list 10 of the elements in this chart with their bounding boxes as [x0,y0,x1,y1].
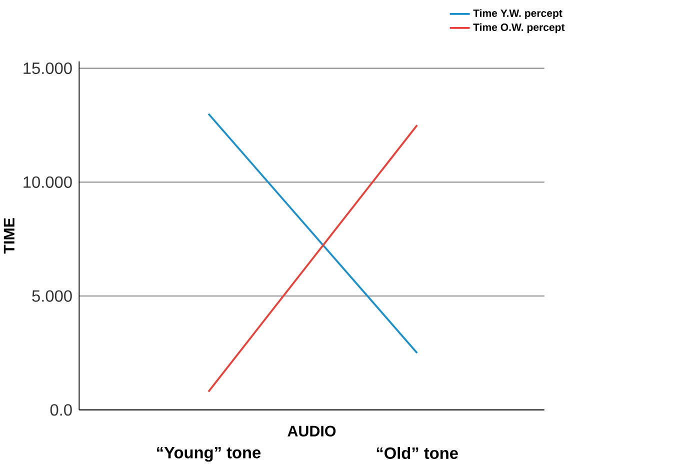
y-tick-label: 10.000 [24,176,72,188]
x-tick-label: “Young” tone [157,446,261,462]
y-axis-title: TIME [4,218,14,254]
legend-label: Time Y.W. percept [473,9,562,19]
y-tick-label: 5.000 [32,290,72,302]
x-tick-label: “Old” tone [376,446,458,459]
legend-label: Time O.W. percept [473,23,565,33]
y-tick-label: 0.0 [50,404,72,416]
x-axis-title: AUDIO [288,426,336,436]
y-tick-label: 15.000 [24,62,72,74]
